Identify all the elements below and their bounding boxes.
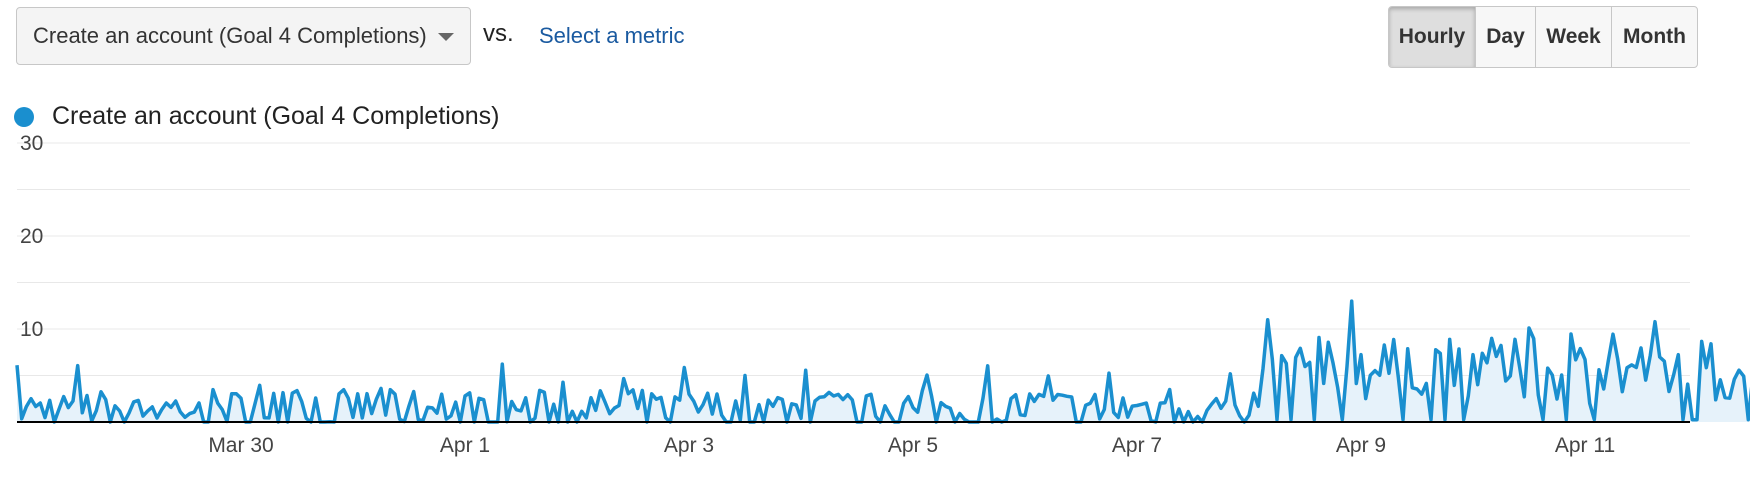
x-tick-label: Apr 3 [664, 434, 714, 457]
series-area [17, 171, 1750, 422]
line-chart: 10 20 30 Mar 30 Apr 1 Apr 3 Apr 5 Apr 7 Apr 9 Apr… [0, 0, 1750, 492]
x-tick-label: Apr 1 [440, 434, 490, 457]
y-tick-label: 10 [20, 318, 43, 341]
x-tick-label: Mar 30 [208, 434, 273, 457]
x-tick-label: Apr 11 [1555, 434, 1615, 457]
x-tick-label: Apr 9 [1336, 434, 1386, 457]
y-tick-label: 20 [20, 225, 43, 248]
y-tick-label: 30 [20, 132, 43, 155]
x-tick-label: Apr 5 [888, 434, 938, 457]
x-tick-label: Apr 7 [1112, 434, 1162, 457]
